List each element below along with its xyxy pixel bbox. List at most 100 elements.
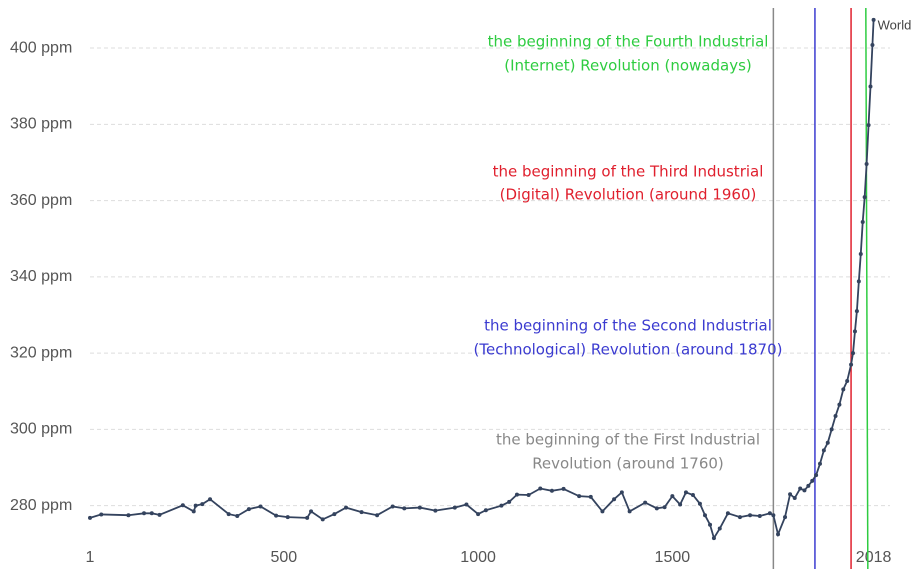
data-point xyxy=(767,511,772,516)
data-point xyxy=(868,84,873,89)
data-point xyxy=(748,513,753,518)
data-point xyxy=(870,42,875,47)
data-point xyxy=(837,402,842,407)
y-tick-label: 280 ppm xyxy=(10,497,72,514)
data-point xyxy=(849,362,854,367)
series-label: World xyxy=(878,17,912,32)
data-point xyxy=(619,490,624,495)
data-point xyxy=(858,251,863,256)
data-point xyxy=(798,486,803,491)
data-point xyxy=(507,499,512,504)
annotation-line xyxy=(865,7,869,569)
data-point xyxy=(285,515,290,520)
data-point xyxy=(852,329,857,334)
data-point xyxy=(825,440,830,445)
annotation-text: (Digital) Revolution (around 1960) xyxy=(500,186,757,204)
data-point xyxy=(274,513,279,518)
data-point xyxy=(142,511,147,516)
y-tick-label: 380 ppm xyxy=(10,116,72,133)
data-point xyxy=(402,506,407,511)
x-tick-label: 1500 xyxy=(655,549,691,566)
data-point xyxy=(627,509,632,514)
data-point xyxy=(600,509,605,514)
data-point xyxy=(683,490,688,495)
data-point xyxy=(561,486,566,491)
data-point xyxy=(654,506,659,511)
data-point xyxy=(483,508,488,513)
data-point xyxy=(549,488,554,493)
data-point xyxy=(725,511,730,516)
data-point xyxy=(771,513,776,518)
data-point xyxy=(417,505,422,510)
annotation-text: the beginning of the Second Industrial xyxy=(484,317,772,335)
data-point xyxy=(708,522,713,527)
data-point xyxy=(332,512,337,517)
data-point xyxy=(866,123,871,128)
data-point xyxy=(643,500,648,505)
data-point xyxy=(390,504,395,509)
data-point xyxy=(670,494,675,499)
data-point xyxy=(860,219,865,224)
data-point xyxy=(309,509,314,514)
data-point xyxy=(499,503,504,508)
data-point xyxy=(802,488,807,493)
data-point xyxy=(833,414,838,419)
data-point xyxy=(845,378,850,383)
data-point xyxy=(856,279,861,284)
data-point xyxy=(514,492,519,497)
data-point xyxy=(690,492,695,497)
data-point xyxy=(717,526,722,531)
data-point xyxy=(829,427,834,432)
data-point xyxy=(258,504,263,509)
data-point xyxy=(776,532,781,537)
x-tick-label: 1 xyxy=(86,549,95,566)
data-point xyxy=(788,492,793,497)
data-point xyxy=(783,515,788,520)
x-tick-label: 500 xyxy=(271,549,298,566)
data-point xyxy=(814,473,819,478)
data-point xyxy=(678,502,683,507)
data-point xyxy=(305,515,310,520)
data-point xyxy=(810,478,815,483)
data-point xyxy=(538,486,543,491)
data-point xyxy=(433,508,438,513)
x-tick-label: 1000 xyxy=(460,549,496,566)
data-point xyxy=(577,494,582,499)
data-point xyxy=(821,448,826,453)
data-point xyxy=(871,17,876,22)
data-point xyxy=(792,496,797,501)
data-point xyxy=(200,502,205,507)
x-tick-label: 2018 xyxy=(856,549,892,566)
data-point xyxy=(757,513,762,518)
annotation-text: the beginning of the Third Industrial xyxy=(493,163,764,181)
data-point xyxy=(344,505,349,510)
data-point xyxy=(702,513,707,518)
annotation-text: Revolution (around 1760) xyxy=(532,455,724,473)
data-point xyxy=(737,515,742,520)
annotation-text: the beginning of the First Industrial xyxy=(496,431,760,449)
data-point xyxy=(193,503,198,508)
data-point xyxy=(157,512,162,517)
data-point xyxy=(841,387,846,392)
data-point xyxy=(452,505,457,510)
data-point xyxy=(126,513,131,518)
data-point xyxy=(149,511,154,516)
y-tick-label: 340 ppm xyxy=(10,268,72,285)
data-point xyxy=(246,507,251,512)
data-point xyxy=(88,515,92,520)
annotation-text: (Internet) Revolution (nowadays) xyxy=(504,57,752,75)
data-point xyxy=(864,161,869,166)
y-tick-label: 360 ppm xyxy=(10,192,72,209)
data-point xyxy=(208,497,213,502)
data-point xyxy=(612,497,617,502)
data-point xyxy=(476,512,481,517)
data-point xyxy=(862,195,867,200)
y-tick-label: 300 ppm xyxy=(10,421,72,438)
data-point xyxy=(464,502,469,507)
y-tick-label: 320 ppm xyxy=(10,344,72,361)
data-point xyxy=(662,505,667,510)
annotation-text: the beginning of the Fourth Industrial xyxy=(488,33,769,51)
data-point xyxy=(375,513,380,518)
data-point xyxy=(180,503,185,508)
